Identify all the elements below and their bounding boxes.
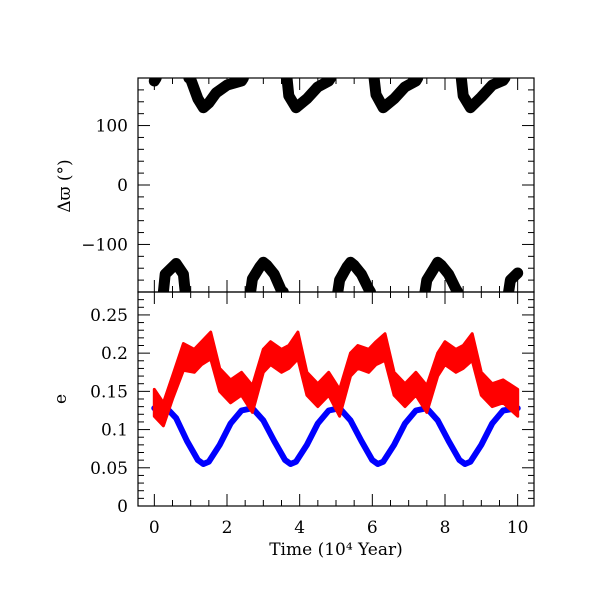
- angle-curve-segment: [157, 258, 191, 292]
- bottom-y-tick-labels: 0 0.05 0.1 0.15 0.2 0.25: [90, 306, 128, 517]
- angle-curve-segment: [245, 256, 289, 292]
- y-tick-label: 0.25: [90, 306, 128, 326]
- angle-curve-segment: [281, 78, 337, 114]
- angle-curve-segment: [503, 267, 524, 292]
- top-data-layer: [148, 78, 524, 292]
- bottom-data-layer: [151, 330, 521, 467]
- angle-curve-segment: [455, 78, 511, 114]
- y-tick-label: 0.05: [90, 459, 128, 479]
- x-tick-label: 0: [149, 518, 160, 538]
- top-panel: −100 0 100 Δϖ (°): [55, 77, 535, 293]
- blue-series-line: [151, 403, 521, 467]
- x-tick-label: 10: [507, 518, 529, 538]
- red-series-band: [152, 330, 520, 428]
- x-tick-label: 2: [222, 518, 233, 538]
- x-tick-labels: 0 2 4 6 8 10: [149, 518, 529, 538]
- x-tick-label: 8: [440, 518, 451, 538]
- angle-curve-segment: [332, 256, 376, 292]
- y-tick-label: 0.1: [101, 421, 128, 441]
- top-y-axis-label: Δϖ (°): [55, 159, 75, 212]
- y-tick-label: 0: [117, 176, 128, 196]
- bottom-y-axis-label: e: [51, 394, 71, 404]
- y-tick-label: 100: [96, 117, 128, 137]
- x-tick-label: 6: [367, 518, 378, 538]
- x-tick-label: 4: [294, 518, 305, 538]
- top-y-tick-labels: −100 0 100: [81, 117, 128, 256]
- angle-curve-segment: [419, 256, 464, 292]
- y-tick-label: 0.15: [90, 382, 128, 402]
- bottom-panel: 0 0.05 0.1 0.15 0.2 0.25 0 2 4 6 8 10 e Time (10⁴ …: [51, 291, 535, 560]
- y-tick-label: −100: [81, 235, 128, 255]
- angle-curve-segment: [183, 78, 249, 114]
- top-ticks: [138, 77, 534, 293]
- x-axis-label: Time (10⁴ Year): [269, 540, 403, 560]
- angle-curve-segment: [368, 78, 424, 114]
- bottom-ticks: [138, 291, 534, 507]
- y-tick-label: 0: [117, 497, 128, 517]
- y-tick-label: 0.2: [101, 344, 128, 364]
